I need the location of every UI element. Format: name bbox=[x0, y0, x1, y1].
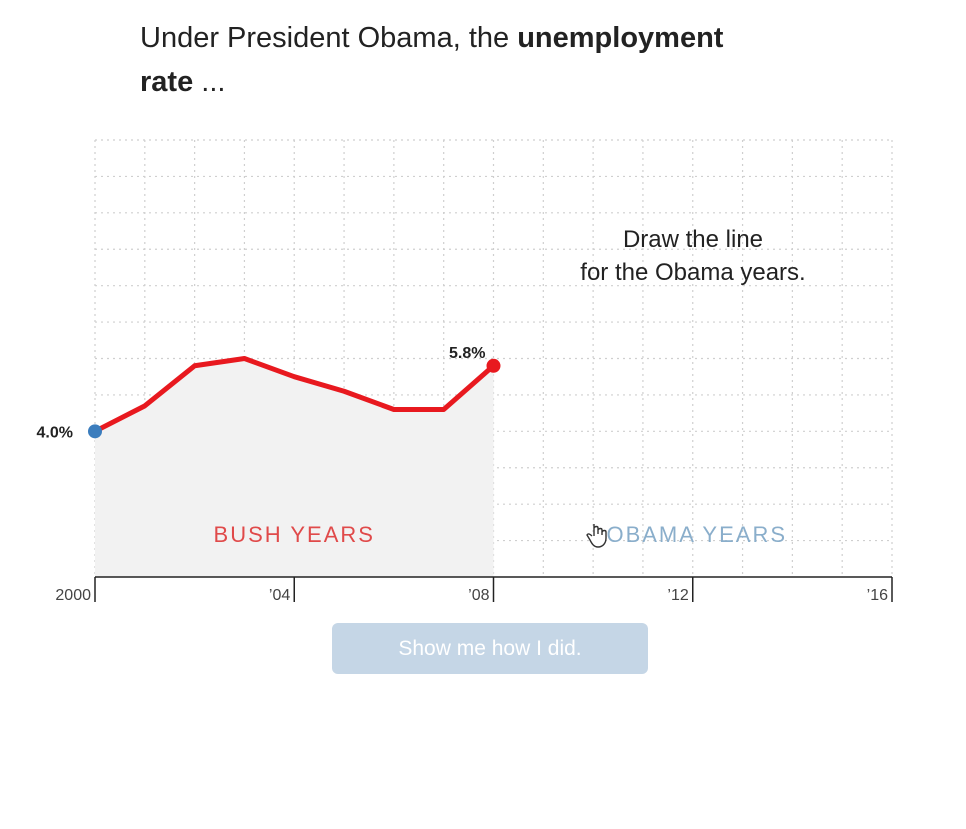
obama-years-label: OBAMA YEARS bbox=[606, 522, 787, 547]
bush-years-area bbox=[95, 358, 494, 577]
x-axis: 2000 ’04 ’08 ’12 ’16 bbox=[55, 576, 893, 604]
heading-bold: unemployment rate bbox=[140, 22, 724, 98]
instruction-line-1: Draw the line bbox=[623, 226, 763, 253]
heading-text: Under President Obama, the bbox=[140, 22, 518, 54]
line-chart[interactable]: 2000 ’04 ’08 ’12 ’16 4.0% 5.8% BUSH YEARS OB… bbox=[0, 0, 966, 620]
x-tick-label: 2000 bbox=[55, 587, 91, 604]
start-point bbox=[88, 424, 102, 439]
series-line bbox=[92, 356, 496, 434]
instruction-line-2: for the Obama years. bbox=[580, 259, 805, 286]
hand-cursor-icon bbox=[586, 524, 607, 548]
x-tick-label: ’16 bbox=[867, 587, 888, 604]
heading-ellipsis: ... bbox=[193, 66, 226, 98]
show-me-how-i-did-button[interactable]: Show me how I did. bbox=[332, 623, 648, 674]
x-tick-label: ’08 bbox=[468, 587, 489, 604]
start-value-label: 4.0% bbox=[37, 424, 73, 441]
end-point[interactable] bbox=[486, 358, 501, 373]
bush-years-label: BUSH YEARS bbox=[214, 522, 375, 547]
end-value-label: 5.8% bbox=[449, 345, 485, 362]
x-tick-label: ’12 bbox=[667, 587, 688, 604]
chart-heading: Under President Obama, the unemployment … bbox=[140, 16, 780, 104]
x-tick-label: ’04 bbox=[269, 587, 290, 604]
